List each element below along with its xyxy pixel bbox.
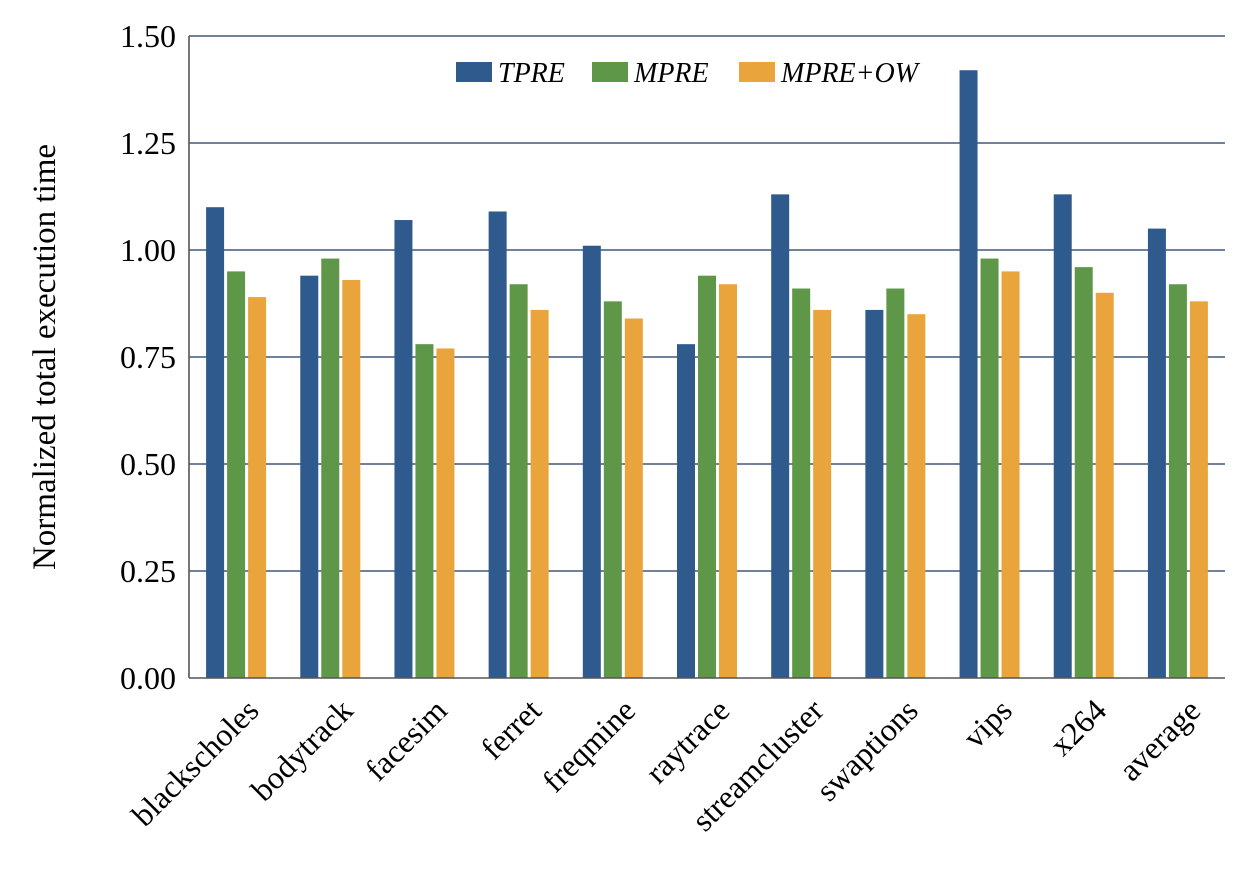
- bar-tpre-streamcluster: [771, 194, 790, 679]
- x-tick-label: x264: [1042, 692, 1113, 763]
- bar-mpre-ow-x264: [1095, 292, 1114, 678]
- y-tick-label: 0.25: [120, 553, 176, 589]
- y-tick-label: 0.75: [120, 339, 176, 375]
- bar-mpre-ow-average: [1189, 301, 1208, 678]
- bar-tpre-average: [1147, 228, 1166, 678]
- bar-mpre-ow-ferret: [530, 309, 549, 678]
- bar-mpre-ow-freqmine: [624, 318, 643, 678]
- bar-mpre-raytrace: [698, 275, 716, 678]
- bar-tpre-raytrace: [677, 344, 695, 678]
- bar-tpre-freqmine: [582, 245, 601, 678]
- bar-mpre-ow-swaptions: [907, 314, 926, 678]
- legend-swatch: [592, 62, 628, 82]
- bar-tpre-facesim: [394, 220, 413, 679]
- legend-swatch: [739, 62, 775, 82]
- bar-mpre-swaptions: [886, 288, 905, 678]
- bar-tpre-ferret: [488, 211, 507, 679]
- x-tick-label: average: [1111, 692, 1207, 788]
- bar-mpre-blackscholes: [227, 271, 246, 678]
- y-tick-label: 0.50: [120, 446, 176, 482]
- bar-mpre-ow-streamcluster: [813, 309, 832, 678]
- bar-mpre-ferret: [509, 284, 528, 678]
- y-tick-label: 1.25: [120, 125, 176, 161]
- bar-tpre-bodytrack: [300, 275, 319, 678]
- y-tick-label: 0.00: [120, 660, 176, 696]
- bar-mpre-vips: [980, 258, 999, 678]
- x-tick-label: freqmine: [535, 692, 642, 799]
- bar-mpre-ow-bodytrack: [342, 279, 361, 678]
- bar-tpre-blackscholes: [206, 207, 225, 678]
- axes: [188, 36, 1225, 679]
- bar-mpre-streamcluster: [792, 288, 811, 678]
- bar-mpre-ow-blackscholes: [248, 297, 267, 678]
- legend-label: MPRE+OW: [780, 58, 921, 89]
- bar-mpre-ow-facesim: [436, 348, 455, 678]
- bar-mpre-freqmine: [603, 301, 622, 678]
- legend-swatch: [456, 62, 492, 82]
- y-axis-title: Normalized total execution time: [27, 144, 63, 570]
- bar-mpre-ow-raytrace: [719, 284, 737, 678]
- bar-mpre-x264: [1074, 267, 1093, 678]
- bar-tpre-x264: [1053, 194, 1072, 679]
- bar-mpre-facesim: [415, 344, 434, 678]
- legend-label: MPRE: [633, 58, 709, 89]
- bars: [206, 70, 1208, 679]
- y-tick-label: 1.00: [120, 232, 176, 268]
- x-tick-label: facesim: [358, 692, 454, 788]
- bar-tpre-vips: [959, 70, 978, 679]
- x-tick-label: vips: [956, 692, 1019, 755]
- x-tick-label: swaptions: [809, 692, 925, 808]
- bar-mpre-ow-vips: [1001, 271, 1020, 678]
- x-tick-label: ferret: [474, 692, 549, 767]
- legend: TPRE MPRE MPRE+OW: [456, 58, 921, 89]
- x-tick-label: bodytrack: [244, 692, 360, 808]
- y-tick-label: 1.50: [120, 18, 176, 54]
- x-tick-label: blackscholes: [124, 692, 265, 833]
- bar-tpre-swaptions: [865, 309, 884, 678]
- bar-mpre-average: [1168, 284, 1187, 678]
- bar-mpre-bodytrack: [321, 258, 340, 678]
- legend-label: TPRE: [498, 58, 565, 89]
